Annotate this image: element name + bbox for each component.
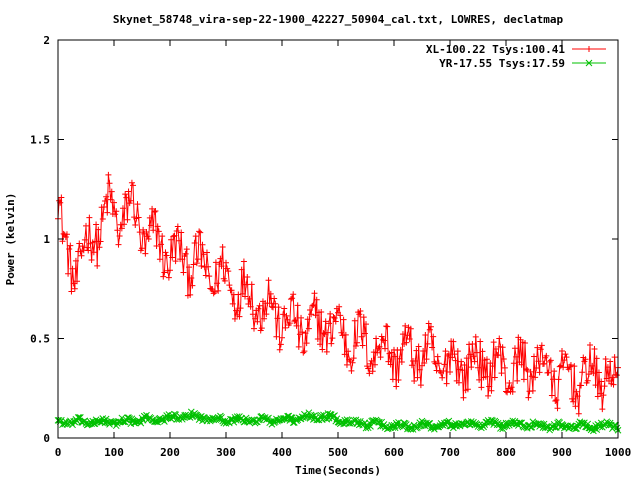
y-axis-label: Power (kelvin) [4, 193, 17, 286]
legend: XL-100.22 Tsys:100.41 YR-17.55 Tsys:17.5… [426, 43, 606, 70]
x-tick-label: 0 [55, 446, 62, 459]
legend-label-yr: YR-17.55 Tsys:17.59 [439, 57, 565, 70]
legend-swatch-xl [572, 46, 606, 52]
y-tick-label: 0 [43, 432, 50, 445]
x-tick-label: 200 [160, 446, 180, 459]
y-tick-label: 1 [43, 233, 50, 246]
x-tick-label: 800 [496, 446, 516, 459]
x-tick-label: 600 [384, 446, 404, 459]
x-tick-label: 500 [328, 446, 348, 459]
chart-title: Skynet_58748_vira-sep-22-1900_42227_5090… [113, 13, 564, 26]
legend-marker [585, 59, 593, 67]
y-tick-label: 1.5 [30, 134, 50, 147]
x-tick-label: 100 [104, 446, 124, 459]
x-tick-label: 300 [216, 446, 236, 459]
x-axis-ticks: 0 100 200 300 400 500 600 700 800 900 1000 [55, 40, 632, 459]
x-tick-label: 700 [440, 446, 460, 459]
y-axis-ticks: 0 0.5 1 1.5 2 [30, 34, 618, 445]
legend-label-xl: XL-100.22 Tsys:100.41 [426, 43, 565, 56]
y-tick-label: 2 [43, 34, 50, 47]
x-tick-label: 900 [552, 446, 572, 459]
x-tick-label: 1000 [605, 446, 632, 459]
y-tick-label: 0.5 [30, 333, 50, 346]
x-tick-label: 400 [272, 446, 292, 459]
legend-swatch-yr [572, 59, 606, 67]
legend-marker [586, 46, 592, 52]
x-axis-label: Time(Seconds) [295, 464, 381, 477]
